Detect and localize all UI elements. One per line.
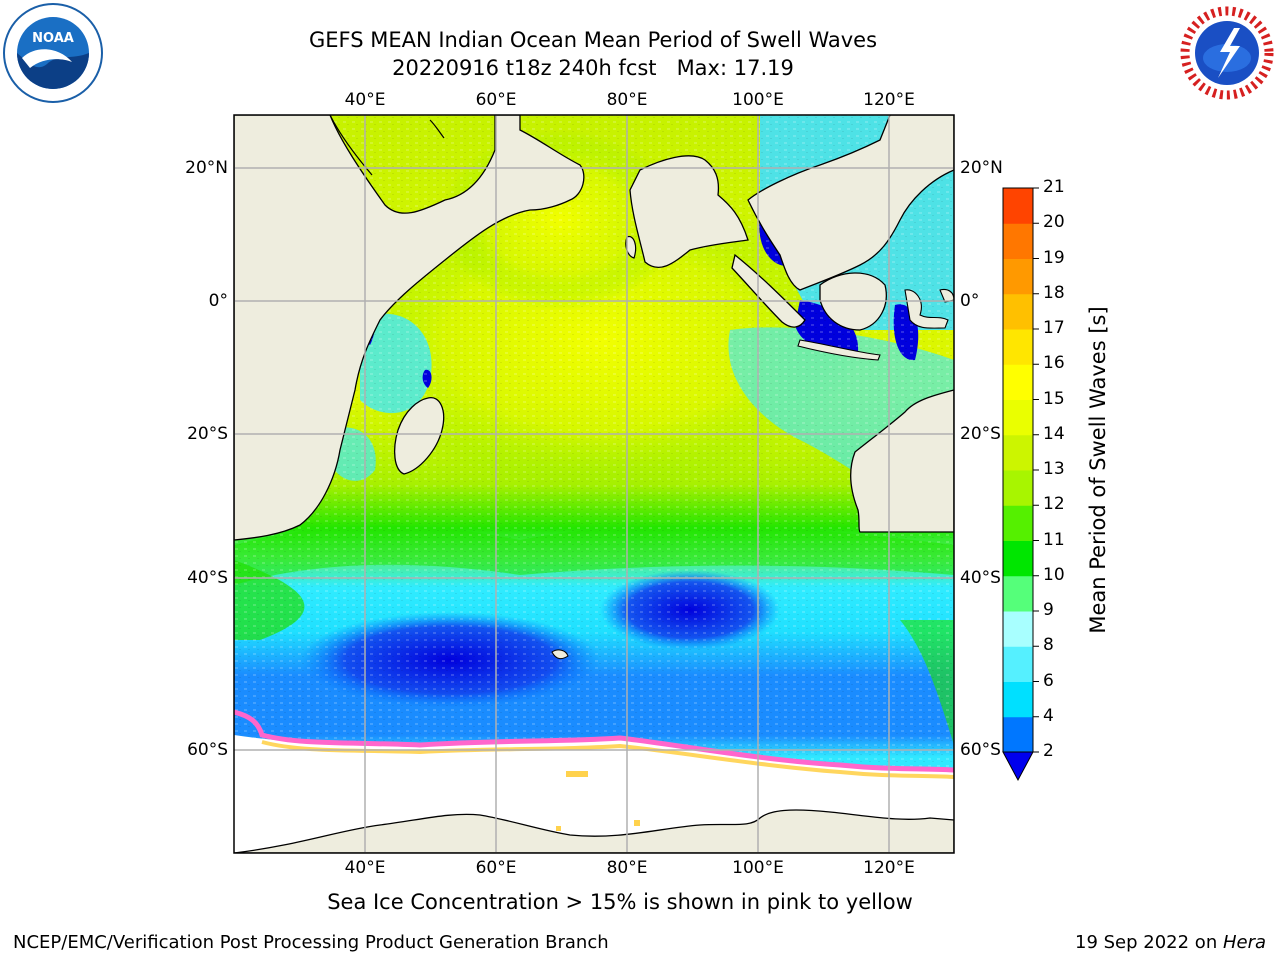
sea-ice-caption: Sea Ice Concentration > 15% is shown in … xyxy=(327,890,913,914)
colorbar xyxy=(1002,187,1039,782)
lat-label-right-0: 0° xyxy=(960,291,980,311)
colorbar-tick-label: 10 xyxy=(1043,564,1065,585)
map-field xyxy=(234,115,954,853)
colorbar-segment xyxy=(1003,364,1033,400)
footer-date: 19 Sep 2022 on Hera xyxy=(1075,932,1266,953)
nws-logo xyxy=(1178,4,1276,102)
colorbar-tick-label: 20 xyxy=(1043,212,1065,233)
lon-label-bottom-40e: 40°E xyxy=(344,858,386,878)
colorbar-segment xyxy=(1003,223,1033,259)
lat-label-left-20n: 20°N xyxy=(185,158,228,178)
graticule xyxy=(234,115,954,853)
colorbar-tick-label: 11 xyxy=(1043,529,1065,550)
chart-title: GEFS MEAN Indian Ocean Mean Period of Sw… xyxy=(308,28,878,52)
colorbar-segment xyxy=(1003,399,1033,436)
colorbar-tick-label: 17 xyxy=(1043,318,1065,338)
australia-land xyxy=(850,389,954,533)
lon-label-bottom-60e: 60°E xyxy=(475,858,517,878)
lat-label-left-60s: 60°S xyxy=(187,740,228,760)
colorbar-tick-label: 15 xyxy=(1043,388,1065,409)
colorbar-tick-label: 4 xyxy=(1043,705,1054,726)
colorbar-tick-label: 12 xyxy=(1043,494,1065,515)
colorbar-segment xyxy=(1003,681,1033,718)
colorbar-tick-label: 6 xyxy=(1043,670,1054,691)
colorbar-segment xyxy=(1003,258,1033,295)
colorbar-segment xyxy=(1003,575,1033,612)
noaa-logo: NOAA xyxy=(3,3,103,103)
colorbar-tick-label: 9 xyxy=(1043,600,1054,620)
lon-label-top-120e: 120°E xyxy=(863,90,915,110)
colorbar-segment xyxy=(1003,716,1033,753)
colorbar-frame xyxy=(1002,187,1034,753)
lon-label-bottom-120e: 120°E xyxy=(863,858,915,878)
lat-label-right-40s: 40°S xyxy=(960,568,1001,588)
lon-label-bottom-100e: 100°E xyxy=(732,858,784,878)
svg-text:NOAA: NOAA xyxy=(32,31,74,46)
colorbar-segment xyxy=(1003,293,1033,330)
lon-label-top-80e: 80°E xyxy=(606,90,648,110)
lon-label-bottom-80e: 80°E xyxy=(606,858,648,878)
madagascar-land xyxy=(393,397,445,475)
colorbar-segment xyxy=(1003,470,1033,506)
footer-branch: NCEP/EMC/Verification Post Processing Pr… xyxy=(13,932,609,953)
colorbar-tick-label: 19 xyxy=(1043,247,1065,268)
lat-label-left-40s: 40°S xyxy=(187,568,228,588)
colorbar-segment xyxy=(1003,505,1033,541)
colorbar-tick-label: 2 xyxy=(1043,741,1054,761)
colorbar-segment xyxy=(1003,434,1033,471)
antarctica-land xyxy=(234,809,954,853)
lat-label-right-20s: 20°S xyxy=(960,424,1001,444)
india-land xyxy=(629,155,749,268)
lat-label-left-0: 0° xyxy=(208,291,228,311)
colorbar-segment xyxy=(1003,646,1033,682)
colorbar-segment xyxy=(1003,329,1033,365)
sumatra-land xyxy=(731,253,806,328)
ice-edge-line xyxy=(234,709,954,773)
colorbar-tick-label: 16 xyxy=(1043,353,1065,374)
colorbar-label: Mean Period of Swell Waves [s] xyxy=(1086,306,1110,634)
southeast-asia-land xyxy=(747,115,954,291)
colorbar-tick-label: 21 xyxy=(1043,177,1065,197)
colorbar-tick-label: 13 xyxy=(1043,459,1065,479)
lon-label-top-40e: 40°E xyxy=(344,90,386,110)
colorbar-tick-label: 8 xyxy=(1043,635,1054,656)
lon-label-top-60e: 60°E xyxy=(475,90,517,110)
colorbar-segment xyxy=(1003,611,1033,647)
lon-label-top-100e: 100°E xyxy=(732,90,784,110)
lat-label-left-20s: 20°S xyxy=(187,424,228,444)
colorbar-extend-arrow xyxy=(1002,751,1034,782)
colorbar-segment xyxy=(1003,540,1033,577)
lat-label-right-20n: 20°N xyxy=(960,158,1003,178)
colorbar-tick-label: 18 xyxy=(1043,282,1065,303)
map-frame xyxy=(233,114,955,854)
lat-label-right-60s: 60°S xyxy=(960,740,1001,760)
colorbar-segment xyxy=(1003,188,1033,224)
chart-subtitle: 20220916 t18z 240h fcst Max: 17.19 xyxy=(392,56,794,80)
colorbar-tick-label: 14 xyxy=(1043,423,1065,444)
